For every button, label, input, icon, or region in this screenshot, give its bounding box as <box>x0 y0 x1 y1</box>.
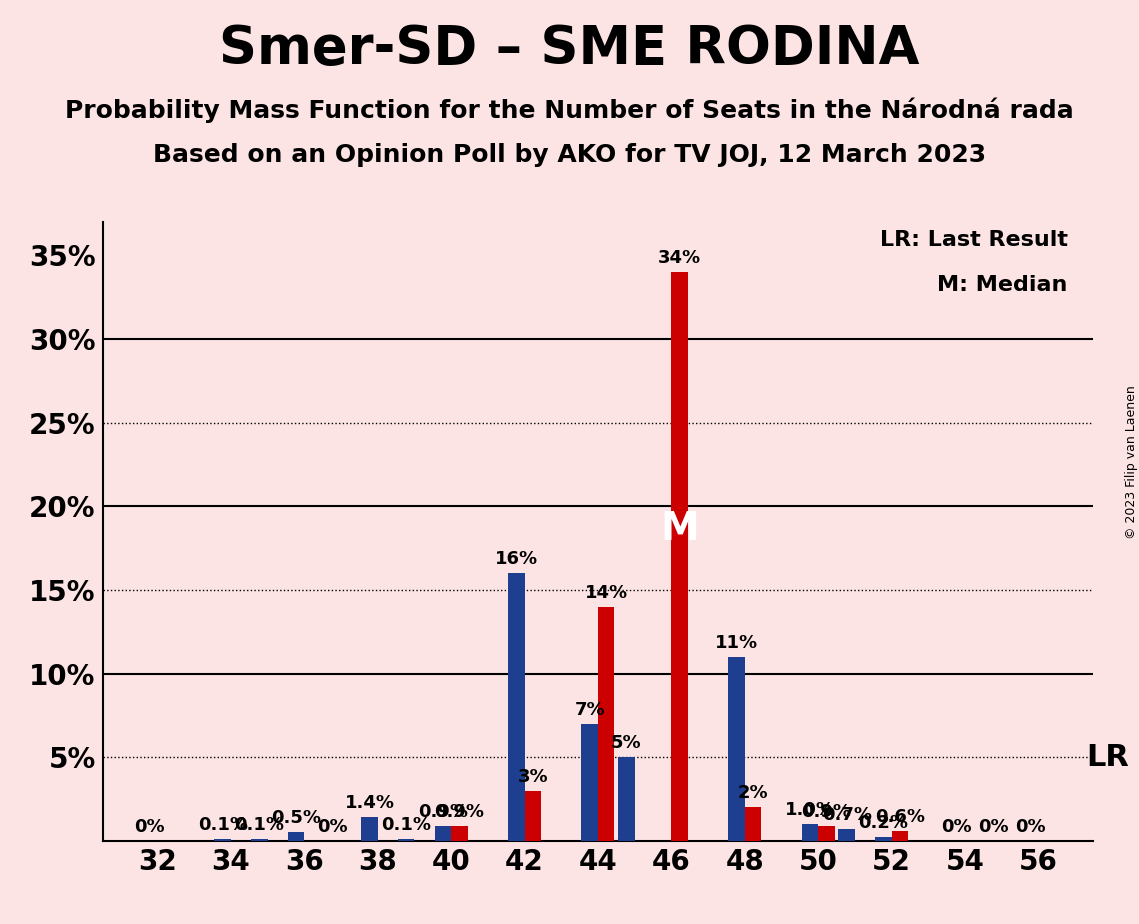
Text: 0.9%: 0.9% <box>418 803 468 821</box>
Bar <box>671 272 688 841</box>
Text: 2%: 2% <box>738 784 769 802</box>
Bar <box>838 829 855 841</box>
Text: 0%: 0% <box>942 818 972 836</box>
Text: Probability Mass Function for the Number of Seats in the Národná rada: Probability Mass Function for the Number… <box>65 97 1074 123</box>
Text: 7%: 7% <box>574 700 605 719</box>
Bar <box>451 826 468 841</box>
Text: 0%: 0% <box>134 818 165 836</box>
Text: LR: LR <box>1087 743 1129 772</box>
Text: 3%: 3% <box>517 768 548 785</box>
Text: 1.4%: 1.4% <box>344 795 394 812</box>
Text: 0%: 0% <box>318 818 349 836</box>
Text: 1.0%: 1.0% <box>785 801 835 819</box>
Text: 16%: 16% <box>494 550 538 568</box>
Bar <box>435 826 451 841</box>
Bar <box>728 657 745 841</box>
Text: M: Median: M: Median <box>937 275 1067 296</box>
Bar <box>525 791 541 841</box>
Bar <box>288 833 304 841</box>
Bar <box>508 573 525 841</box>
Text: 0%: 0% <box>978 818 1009 836</box>
Text: Based on an Opinion Poll by AKO for TV JOJ, 12 March 2023: Based on an Opinion Poll by AKO for TV J… <box>153 143 986 167</box>
Bar <box>892 831 908 841</box>
Text: 11%: 11% <box>715 634 759 651</box>
Bar <box>618 757 634 841</box>
Bar <box>745 808 761 841</box>
Bar <box>818 826 835 841</box>
Text: M: M <box>661 510 699 548</box>
Text: 0.6%: 0.6% <box>875 808 925 826</box>
Text: 34%: 34% <box>658 249 702 267</box>
Text: © 2023 Filip van Laenen: © 2023 Filip van Laenen <box>1124 385 1138 539</box>
Text: Smer-SD – SME RODINA: Smer-SD – SME RODINA <box>219 23 920 75</box>
Text: 5%: 5% <box>612 735 641 752</box>
Text: 0.2%: 0.2% <box>859 814 908 833</box>
Text: 0.1%: 0.1% <box>382 816 432 834</box>
Bar <box>398 839 415 841</box>
Text: 0%: 0% <box>1015 818 1046 836</box>
Bar <box>214 839 231 841</box>
Text: 0.5%: 0.5% <box>271 809 321 828</box>
Text: 0.9%: 0.9% <box>434 803 484 821</box>
Bar <box>581 723 598 841</box>
Text: 0.9%: 0.9% <box>802 803 852 821</box>
Bar <box>251 839 268 841</box>
Text: 0.1%: 0.1% <box>198 816 247 834</box>
Bar <box>361 818 378 841</box>
Bar <box>598 606 615 841</box>
Bar <box>875 837 892 841</box>
Text: 0.1%: 0.1% <box>235 816 285 834</box>
Text: 14%: 14% <box>584 584 628 602</box>
Text: 0.7%: 0.7% <box>821 806 871 824</box>
Bar <box>802 824 818 841</box>
Text: LR: Last Result: LR: Last Result <box>879 230 1067 250</box>
